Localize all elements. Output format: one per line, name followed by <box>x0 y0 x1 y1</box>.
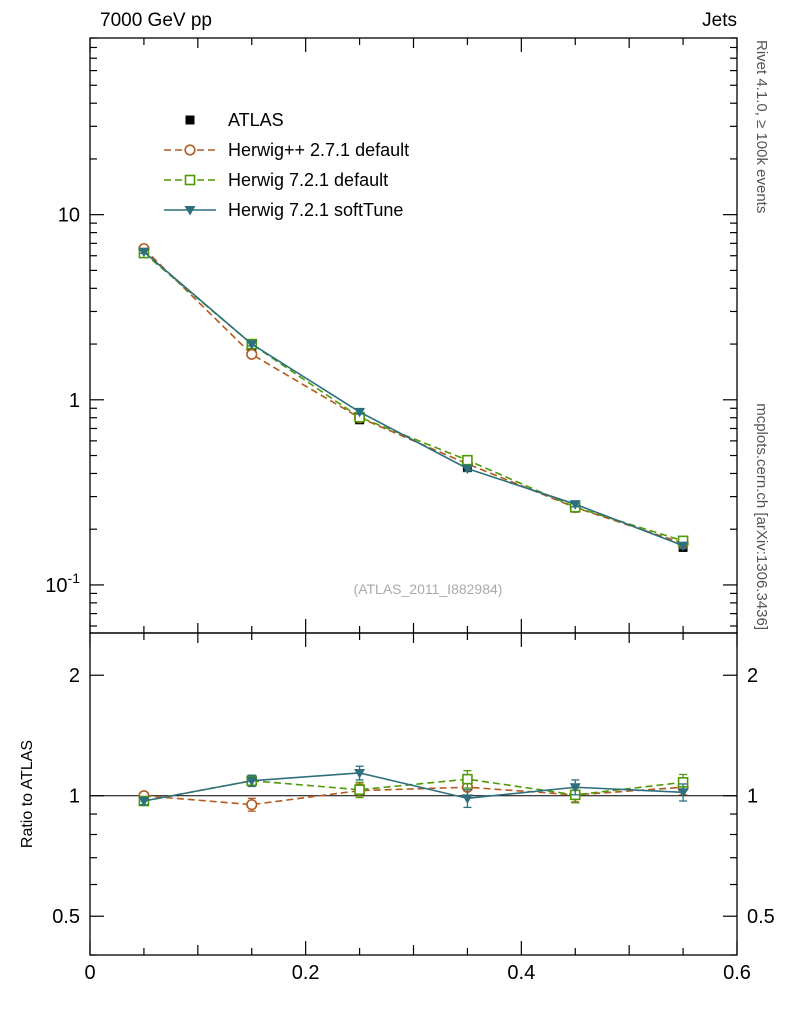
marker-filled-triangle-down <box>677 788 689 798</box>
y-tick-label: 10-1 <box>45 570 80 597</box>
legend-label: Herwig 7.2.1 default <box>228 170 388 190</box>
marker-filled-triangle-down <box>246 776 258 787</box>
legend: ATLAS Herwig++ 2.7.1 default Herwig 7.2.1 … <box>164 110 409 220</box>
y-tick-label: 1 <box>69 786 80 808</box>
title-analysis-group: Jets <box>702 10 737 31</box>
marker-open-circle <box>246 348 258 360</box>
title-beam-energy: 7000 GeV pp <box>100 10 212 31</box>
series-line <box>143 772 684 802</box>
series-line <box>143 251 684 547</box>
marker-open-circle <box>184 144 196 156</box>
marker-filled-triangle-down <box>354 407 366 418</box>
marker-filled-triangle-down <box>354 768 366 779</box>
marker-open-square <box>184 174 196 186</box>
marker-open-square <box>462 454 473 466</box>
series-line <box>143 778 684 802</box>
marker-open-circle <box>246 799 258 811</box>
legend-label: ATLAS <box>228 110 284 130</box>
marker-open-square <box>354 784 365 796</box>
marker-filled-triangle-down <box>246 340 258 350</box>
ratio-axis-label: Ratio to ATLAS <box>19 740 36 848</box>
y-tick-label: 1 <box>69 390 80 412</box>
series-line <box>143 248 684 544</box>
marker-filled-triangle-down <box>138 797 150 807</box>
marker-filled-triangle-down <box>569 500 581 510</box>
y-tick-label: 0.5 <box>747 906 775 928</box>
marker-filled-triangle-down <box>461 464 473 475</box>
axis-ticks: 0 0.2 0.4 0.6 10 1 10-1 2 2 1 1 0.5 0.5 <box>45 37 775 984</box>
data-series <box>90 243 737 812</box>
x-tick-label: 0.4 <box>507 962 535 984</box>
marker-filled-triangle-down <box>677 541 689 552</box>
marker-filled-triangle-down <box>461 794 473 804</box>
marker-open-square <box>462 773 473 785</box>
y-tick-label: 10 <box>58 205 80 227</box>
y-tick-label: 0.5 <box>52 906 80 928</box>
x-tick-label: 0.6 <box>723 962 751 984</box>
analysis-id-watermark: (ATLAS_2011_I882984) <box>354 581 503 597</box>
x-tick-label: 0.2 <box>292 962 320 984</box>
marker-filled-triangle-down <box>138 247 150 258</box>
series-line <box>143 786 684 806</box>
marker-filled-triangle-down <box>184 206 196 216</box>
side-note-rivet-version: Rivet 4.1.0, ≥ 100k events <box>753 40 770 213</box>
marker-filled-square <box>185 115 195 125</box>
y-tick-label: 2 <box>747 665 758 687</box>
x-tick-label: 0 <box>84 962 95 984</box>
series-line <box>143 252 684 542</box>
main-panel-frame <box>89 37 738 634</box>
marker-filled-triangle-down <box>569 783 581 793</box>
legend-label: Herwig 7.2.1 softTune <box>228 200 403 220</box>
legend-label: Herwig++ 2.7.1 default <box>228 140 409 160</box>
ratio-panel-frame <box>89 632 738 956</box>
side-note-mcplots-arxiv: mcplots.cern.ch [arXiv:1306.3436] <box>753 403 770 630</box>
y-tick-label: 1 <box>747 786 758 808</box>
y-tick-label: 2 <box>69 665 80 687</box>
